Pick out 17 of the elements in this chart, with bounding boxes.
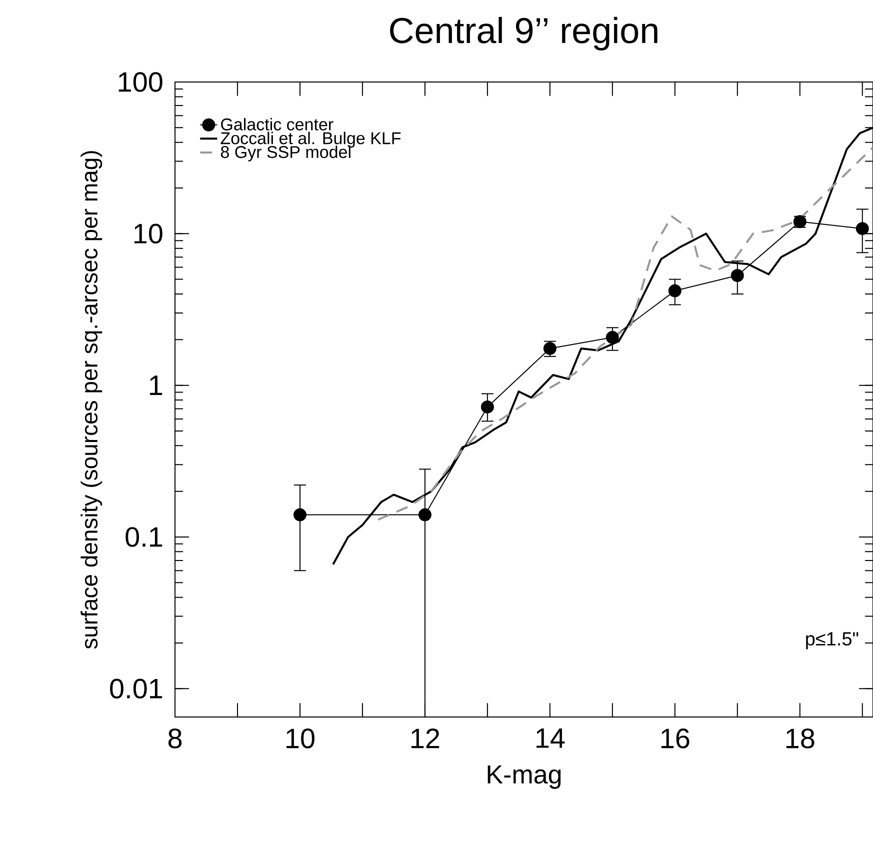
- y-tick-label: 0.1: [126, 527, 162, 547]
- y-tick-label: 10: [134, 224, 162, 244]
- y-tick-label: 1: [150, 376, 162, 395]
- x-tick-label: 10: [286, 728, 314, 748]
- chart-title: Central 9’’ region: [390, 16, 658, 50]
- legend-label: 8 Gyr SSP model: [220, 146, 350, 162]
- annotation: p≤1.5": [806, 632, 858, 650]
- y-tick-label: 100: [118, 72, 162, 92]
- x-tick-label: 16: [661, 728, 690, 748]
- x-tick-label: 18: [786, 728, 814, 748]
- legend-label: Galactic center: [221, 118, 334, 130]
- x-tick-label: 8: [168, 728, 182, 748]
- x-axis-title: K-mag: [488, 766, 561, 789]
- x-tick-label: 14: [536, 728, 565, 748]
- y-tick-label: 0.01: [110, 678, 162, 699]
- x-tick-label: 12: [412, 728, 440, 748]
- y-axis-title: surface density (sources per sq.-arcsec per mag): [80, 151, 102, 649]
